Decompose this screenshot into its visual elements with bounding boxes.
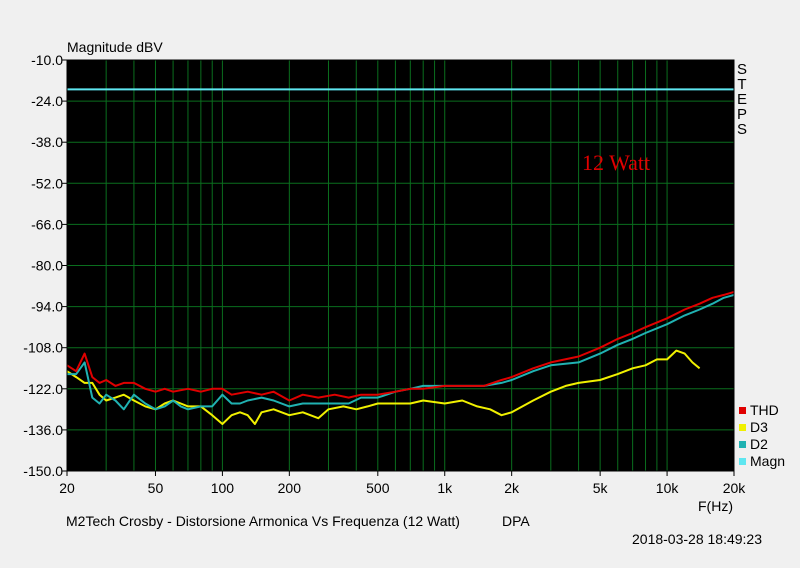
- legend-label-thd: THD: [750, 402, 779, 418]
- y-tick-label: -150.0: [23, 463, 63, 479]
- x-tick-label: 5k: [593, 480, 609, 496]
- legend-swatch-d2: [739, 441, 746, 448]
- x-tick-label: 200: [278, 480, 302, 496]
- x-tick-label: 500: [366, 480, 390, 496]
- x-tick-label: 100: [211, 480, 235, 496]
- horizontal-gridlines: [67, 100, 734, 431]
- y-tick-label: -10.0: [31, 52, 63, 68]
- y-tick-label: -52.0: [31, 175, 63, 191]
- y-tick-labels: -10.0 -24.0 -38.0 -52.0 -66.0 -80.0 -94.0 -108.…: [23, 52, 67, 479]
- y-tick-label: -94.0: [31, 299, 63, 315]
- timestamp: 2018-03-28 18:49:23: [632, 531, 762, 547]
- y-tick-label: -108.0: [23, 340, 63, 356]
- legend-label-d2: D2: [750, 436, 768, 452]
- steps-letter: S: [737, 61, 747, 78]
- series-group: [66, 88, 735, 425]
- x-tick-label: 50: [148, 480, 164, 496]
- annotation-12-watt: 12 Watt: [582, 150, 650, 175]
- legend-swatch-magn: [739, 458, 746, 465]
- y-tick-label: -66.0: [31, 216, 63, 232]
- legend-swatch-thd: [739, 407, 746, 414]
- y-tick-label: -122.0: [23, 381, 63, 397]
- x-axis-label: F(Hz): [698, 498, 733, 514]
- y-tick-label: -24.0: [31, 93, 63, 109]
- x-tick-label: 20: [59, 480, 75, 496]
- chart-subtitle: DPA: [502, 513, 530, 529]
- series-line-thd: [66, 290, 735, 402]
- x-tick-label: 1k: [437, 480, 453, 496]
- y-tick-label: -38.0: [31, 134, 63, 150]
- x-tick-label: 10k: [656, 480, 680, 496]
- y-tick-label: -80.0: [31, 258, 63, 274]
- y-tick-label: -136.0: [23, 422, 63, 438]
- x-tick-labels: 20 50 100 200 500 1k 2k 5k 10k 20k: [59, 471, 746, 496]
- x-tick-label: 2k: [504, 480, 520, 496]
- steps-letter: S: [737, 121, 747, 138]
- steps-letter: E: [737, 91, 747, 108]
- legend-swatch-d3: [739, 424, 746, 431]
- series-line-d2: [67, 293, 735, 411]
- legend-label-magn: Magn: [750, 453, 785, 469]
- chart-title: M2Tech Crosby - Distorsione Armonica Vs …: [66, 513, 460, 529]
- series-line-d3: [66, 349, 701, 425]
- x-tick-label: 20k: [723, 480, 747, 496]
- legend-label-d3: D3: [750, 419, 768, 435]
- steps-letter: T: [737, 76, 746, 93]
- steps-letter: P: [737, 106, 747, 123]
- y-axis-label: Magnitude dBV: [67, 39, 163, 55]
